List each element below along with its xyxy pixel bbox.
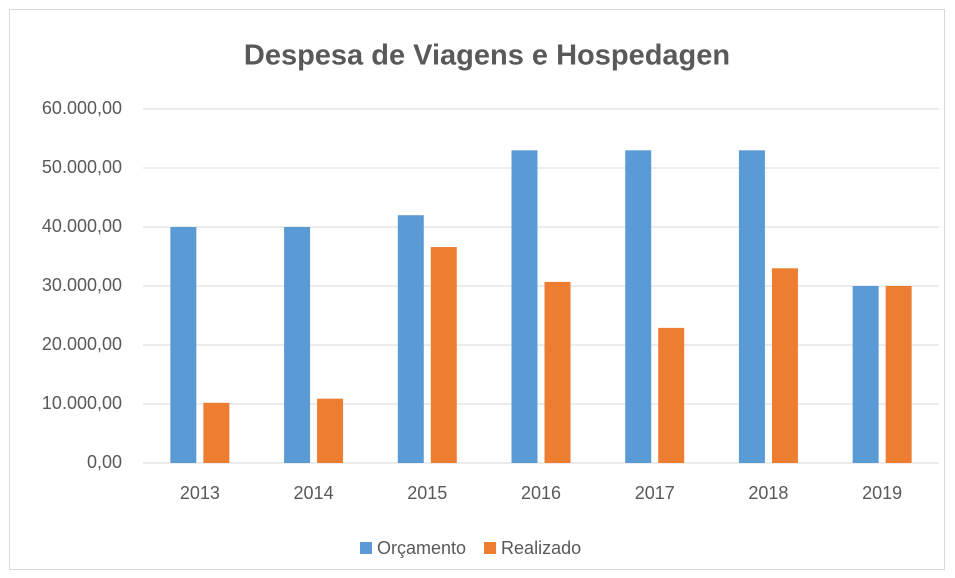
legend-swatch (484, 542, 497, 554)
x-tick-label: 2019 (862, 483, 902, 503)
bar (885, 286, 912, 463)
bar (203, 402, 230, 463)
y-tick-label: 20.000,00 (42, 334, 122, 354)
bar (284, 227, 311, 463)
y-tick-label: 60.000,00 (42, 98, 122, 118)
bar (771, 268, 798, 463)
bar (625, 150, 652, 464)
x-tick-label: 2014 (294, 483, 334, 503)
bar (738, 150, 765, 464)
y-tick-label: 10.000,00 (42, 393, 122, 413)
y-tick-label: 40.000,00 (42, 216, 122, 236)
bar (511, 150, 538, 464)
x-tick-label: 2018 (748, 483, 788, 503)
y-tick-label: 50.000,00 (42, 157, 122, 177)
legend-swatch (360, 542, 372, 554)
bar (170, 227, 197, 463)
bar (397, 215, 424, 463)
legend-label: Realizado (501, 538, 581, 558)
bar (317, 398, 344, 463)
bar (430, 247, 457, 463)
x-tick-label: 2015 (407, 483, 447, 503)
x-tick-label: 2017 (635, 483, 675, 503)
y-tick-label: 30.000,00 (42, 275, 122, 295)
x-tick-label: 2013 (180, 483, 220, 503)
chart-title: Despesa de Viagens e Hospedagen (244, 40, 730, 72)
bar (852, 286, 879, 463)
bar (544, 281, 571, 463)
chart-frame (9, 9, 945, 570)
legend-label: Orçamento (377, 538, 466, 558)
x-tick-label: 2016 (521, 483, 561, 503)
bar (658, 327, 685, 463)
y-tick-label: 0,00 (87, 452, 122, 472)
